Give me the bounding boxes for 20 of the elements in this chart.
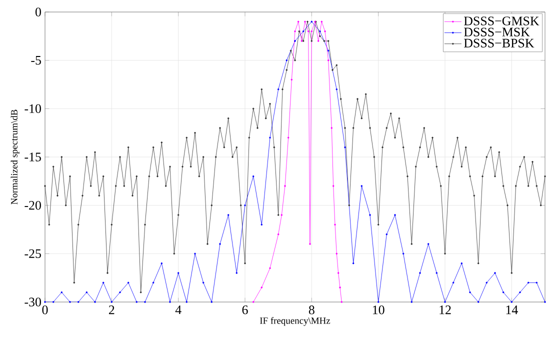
- legend-label: DSSS−BPSK: [464, 38, 534, 48]
- y-tick-label: -15: [24, 152, 41, 162]
- legend-label: DSSS−GMSK: [464, 16, 540, 26]
- x-tick-label: 0: [42, 306, 48, 314]
- y-tick-label: -10: [24, 104, 41, 114]
- x-tick-label: 12: [440, 306, 451, 314]
- x-tick-label: 8: [308, 306, 314, 314]
- y-tick-label: -20: [24, 200, 41, 210]
- x-tick-label: 6: [242, 306, 248, 314]
- x-tick-label: 10: [373, 306, 384, 314]
- y-tick-label: -30: [24, 298, 41, 306]
- x-tick-label: 4: [175, 306, 182, 314]
- legend-label: DSSS−MSK: [464, 28, 530, 36]
- y-tick-label: -5: [31, 56, 41, 65]
- x-tick-label: 14: [506, 306, 518, 314]
- x-axis-title: IF frequency\MHz: [260, 317, 330, 326]
- y-tick-label: -25: [24, 249, 41, 258]
- y-tick-label: 0: [36, 8, 41, 16]
- y-axis-title: Normalized spectrum\dB: [10, 110, 20, 204]
- x-tick-label: 2: [108, 306, 114, 314]
